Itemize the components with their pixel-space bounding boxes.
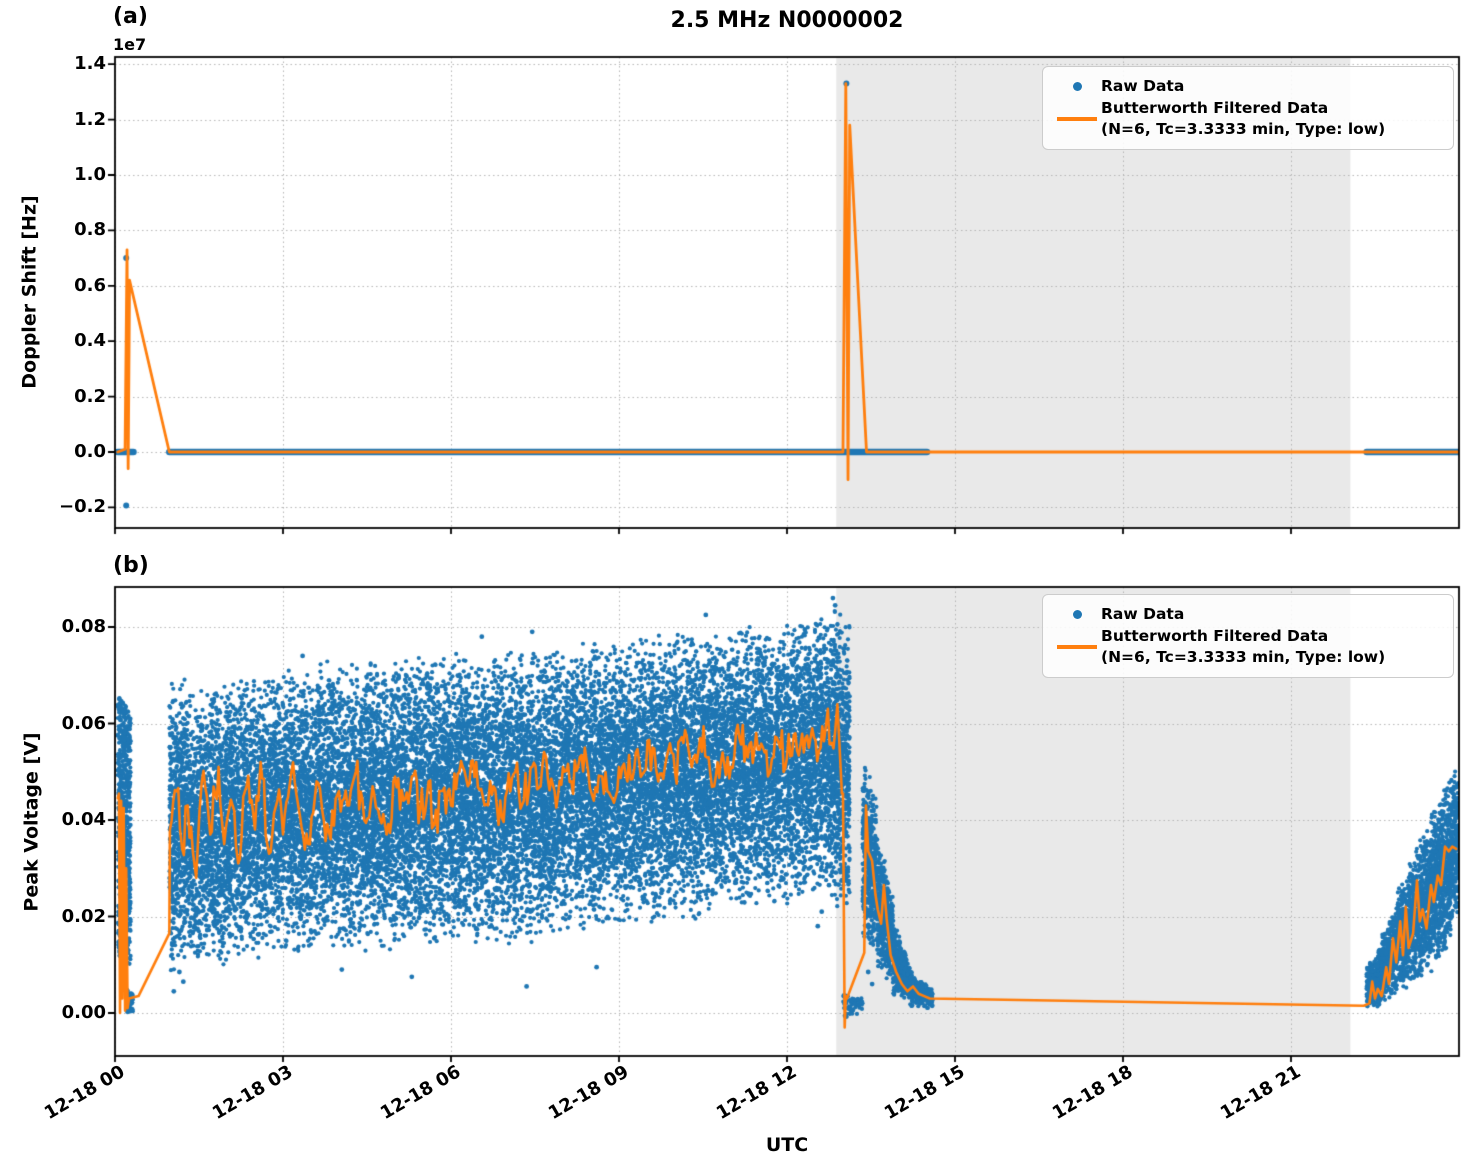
panel-a-ylabel: Doppler Shift [Hz]	[18, 195, 41, 389]
y-tick-label-a: 0.4	[74, 330, 106, 352]
legend-filtered-line1: Butterworth Filtered Data	[1101, 627, 1329, 645]
y-tick-label-b: 0.02	[61, 905, 106, 927]
y-tick-label-b: 0.04	[61, 809, 106, 830]
legend-filtered-label: Butterworth Filtered Data (N=6, Tc=3.333…	[1101, 626, 1385, 668]
y-tick-label-a: 0.8	[74, 219, 106, 241]
y-tick-label-b: 0.08	[61, 616, 106, 637]
legend-raw-label: Raw Data	[1101, 605, 1185, 623]
legend-entry-filtered: Butterworth Filtered Data (N=6, Tc=3.333…	[1053, 626, 1443, 668]
filtered-line-marker-icon	[1053, 117, 1101, 121]
y-tick-label-a: 1.2	[74, 108, 106, 130]
legend-panel-b: Raw Data Butterworth Filtered Data (N=6,…	[1042, 594, 1454, 678]
raw-data-marker-icon	[1053, 82, 1101, 91]
legend-filtered-line2: (N=6, Tc=3.3333 min, Type: low)	[1101, 120, 1386, 138]
y-tick-label-b: 0.06	[61, 712, 106, 734]
legend-filtered-label: Butterworth Filtered Data (N=6, Tc=3.333…	[1101, 98, 1385, 140]
legend-raw-label: Raw Data	[1101, 77, 1185, 95]
legend-entry-raw: Raw Data	[1053, 76, 1443, 97]
legend-entry-filtered: Butterworth Filtered Data (N=6, Tc=3.333…	[1053, 98, 1443, 140]
y-tick-label-a: 1.4	[74, 53, 106, 75]
legend-filtered-line1: Butterworth Filtered Data	[1101, 99, 1329, 117]
raw-data-marker-icon	[1053, 610, 1101, 619]
panel-b-ylabel: Peak Voltage [V]	[20, 732, 43, 912]
filtered-line-marker-icon	[1053, 645, 1101, 649]
legend-filtered-line2: (N=6, Tc=3.3333 min, Type: low)	[1101, 648, 1386, 666]
y-tick-label-a: 0.2	[74, 385, 106, 407]
panel-b-label: (b)	[113, 553, 149, 578]
y-tick-label-a: 0.6	[74, 274, 106, 296]
y-tick-label-a: 1.0	[74, 164, 106, 185]
chart-title: 2.5 MHz N0000002	[670, 8, 904, 33]
y-tick-label-a: −0.2	[59, 496, 106, 518]
x-axis-label: UTC	[765, 1134, 809, 1156]
y-tick-label-b: 0.00	[61, 1002, 106, 1023]
legend-entry-raw: Raw Data	[1053, 604, 1443, 625]
y-tick-label-a: 0.0	[74, 441, 106, 462]
panel-a-label: (a)	[113, 4, 148, 29]
panel-a-axis-offset: 1e7	[113, 35, 147, 54]
legend-panel-a: Raw Data Butterworth Filtered Data (N=6,…	[1042, 66, 1454, 150]
